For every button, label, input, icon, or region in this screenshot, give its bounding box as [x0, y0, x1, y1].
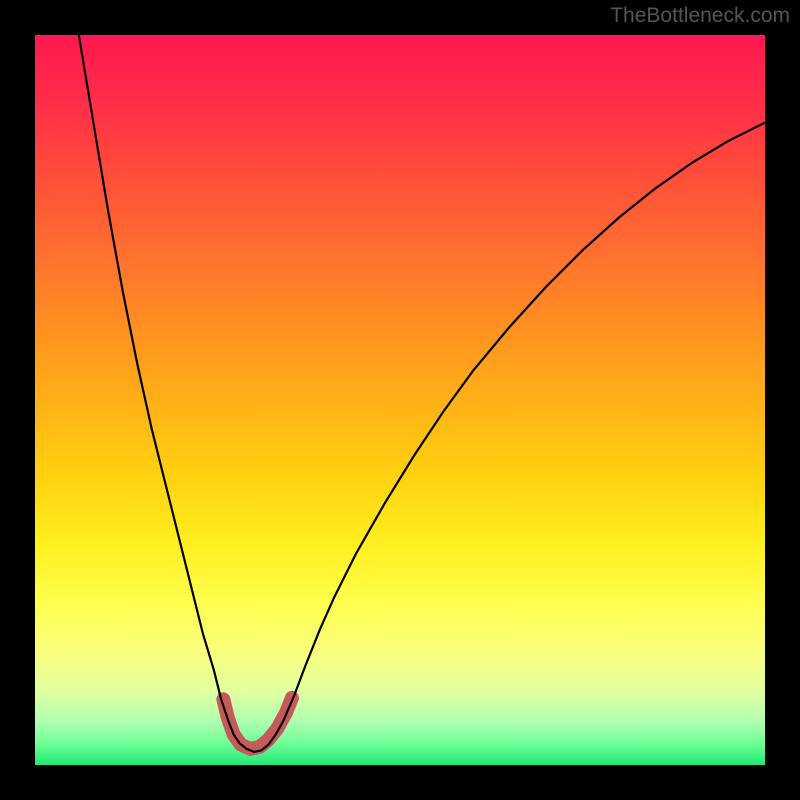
- chart-curve-layer: [35, 35, 765, 765]
- watermark-text: TheBottleneck.com: [610, 4, 790, 28]
- chart-plot-area: [35, 35, 765, 765]
- bottleneck-curve: [79, 35, 765, 752]
